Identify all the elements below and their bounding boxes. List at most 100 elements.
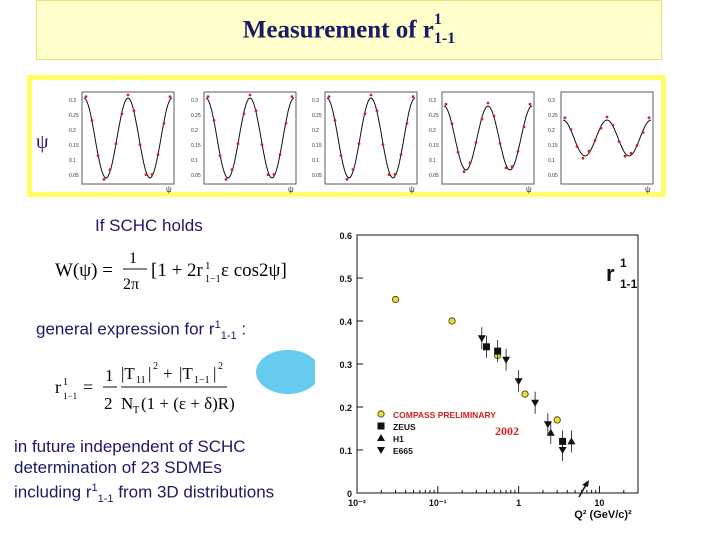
future-line-3-prefix: including r (14, 482, 92, 502)
data-point (611, 123, 615, 127)
svg-text:+: + (163, 364, 173, 383)
data-point (569, 128, 573, 131)
data-point (468, 161, 472, 165)
r11-vs-q2-chart: 00.10.20.30.40.50.610⁻² 10⁻¹ 1 10r 11-1Q² (G… (339, 231, 639, 521)
svg-text:1: 1 (105, 366, 114, 385)
data-point (206, 95, 210, 99)
data-point (357, 142, 361, 146)
data-point (168, 95, 172, 99)
h1-point (377, 434, 385, 441)
psi-distribution-panel: 0.3 0.25 0.2 0.15 0.1 0.05 ψ (69, 91, 175, 194)
panel-ytick: 0.2 (312, 128, 319, 134)
data-point (90, 118, 94, 122)
compass-point (391, 295, 400, 304)
data-point (156, 153, 160, 157)
general-sub: 1-1 (220, 330, 237, 343)
data-point (498, 142, 502, 145)
e665-point (558, 447, 567, 454)
data-point (236, 142, 240, 146)
data-point (248, 93, 252, 97)
general-suffix: : (236, 319, 247, 339)
panel-ytick: 0.25 (548, 113, 558, 119)
data-point (102, 177, 106, 181)
svg-text:2π: 2π (123, 276, 139, 293)
h1-point (567, 437, 576, 445)
h1-point (546, 428, 555, 436)
panel-ytick: 0.25 (69, 113, 79, 119)
general-formula: r 1 1−1 = 1 2 |T 11 | 2 + |T 1−1 | 2 N T… (55, 350, 315, 416)
svg-text:1−1: 1−1 (205, 274, 221, 285)
future-line-3-suffix: from 3D distributions (113, 482, 275, 502)
data-point (230, 168, 234, 172)
svg-text:2: 2 (104, 394, 113, 413)
svg-text:|: | (148, 364, 151, 383)
svg-text:2: 2 (218, 361, 223, 372)
data-point (126, 93, 130, 97)
panel-ytick: 0.25 (312, 113, 322, 119)
future-note: in future independent of SCHC determinat… (14, 436, 274, 510)
data-point (462, 170, 466, 174)
svg-text:|T: |T (121, 364, 135, 383)
panel-ytick: 0.2 (548, 128, 555, 134)
title-banner: Measurement of r1 1-1 (36, 0, 662, 60)
schc-formula: W(ψ) = 1 2π [1 + 2r 1 1−1 ε cos2ψ] (55, 250, 287, 293)
e665-point (377, 447, 385, 454)
svg-text:W(ψ) =: W(ψ) = (55, 260, 113, 281)
panel-ytick: 0.1 (429, 158, 436, 164)
title-text: Measurement of r (242, 16, 434, 44)
x-tick-label: 10⁻¹ (429, 498, 447, 508)
title-sub: 1-1 (433, 30, 456, 48)
svg-text:1: 1 (129, 250, 137, 267)
fit-curve (205, 97, 295, 179)
svg-text:ε cos2ψ]: ε cos2ψ] (221, 260, 287, 281)
data-point (290, 95, 294, 99)
data-point (563, 116, 567, 120)
panel-xaxis-label: ψ (166, 185, 172, 194)
data-point (120, 112, 124, 116)
data-point (510, 165, 514, 169)
panel-xaxis-label: ψ (409, 185, 415, 194)
panel-ytick: 0.2 (69, 128, 76, 134)
compass-point (448, 317, 456, 325)
panel-ytick: 0.3 (312, 98, 319, 104)
legend-entry: ZEUS (393, 422, 416, 432)
panel-ytick: 0.05 (69, 173, 79, 179)
panel-frame (324, 91, 418, 185)
e665-point (514, 378, 523, 386)
svg-text:r: r (55, 377, 61, 397)
panel-ytick: 0.15 (429, 143, 439, 149)
data-point (278, 153, 282, 157)
panel-ytick: 0.3 (191, 98, 198, 104)
data-point (641, 131, 645, 134)
svg-text:[1 + 2r: [1 + 2r (151, 260, 204, 281)
svg-text:|: | (213, 364, 216, 383)
svg-text:1: 1 (63, 377, 68, 388)
data-point (593, 139, 597, 142)
data-point (456, 150, 460, 154)
panel-frame (560, 91, 654, 185)
data-point (381, 143, 385, 147)
y-tick-label: 0.3 (339, 360, 352, 370)
x-tick-label: 10⁻² (348, 498, 366, 508)
panel-ytick: 0.2 (429, 128, 436, 134)
data-point (504, 166, 508, 170)
data-point (528, 102, 532, 106)
panel-ytick: 0.05 (429, 173, 439, 179)
slide-title: Measurement of r1 1-1 (37, 11, 661, 48)
panel-ytick: 0.25 (191, 113, 201, 119)
data-point (605, 115, 609, 119)
panel-ytick: 0.15 (312, 143, 322, 149)
data-point (150, 172, 154, 176)
data-point (114, 142, 118, 146)
y-tick-label: 0 (347, 489, 352, 499)
data-point (575, 145, 579, 148)
panel-frame (81, 91, 175, 185)
data-point (399, 153, 403, 157)
fit-curve (326, 97, 416, 179)
data-point (162, 121, 166, 125)
general-expression-label: general expression for r11-1 : (36, 319, 246, 342)
panel-xaxis-label: ψ (288, 185, 294, 194)
y-tick-label: 0.6 (339, 231, 352, 241)
data-point (284, 121, 288, 125)
data-point (144, 173, 148, 177)
